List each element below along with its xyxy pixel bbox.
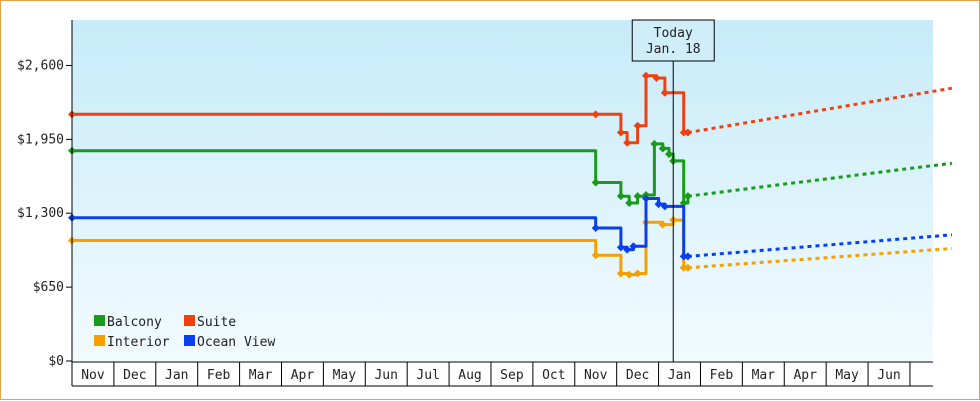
x-tick-label: Feb <box>710 368 734 383</box>
y-tick-label: $650 <box>33 280 64 295</box>
today-label: Today <box>654 26 693 41</box>
data-point <box>660 88 669 97</box>
legend-label: Suite <box>197 315 236 330</box>
x-tick-label: May <box>333 368 357 383</box>
x-tick-label: Oct <box>542 368 565 383</box>
data-point <box>591 178 600 187</box>
data-point <box>683 192 692 201</box>
data-point <box>633 121 642 130</box>
data-point <box>658 144 667 153</box>
data-point <box>591 251 600 260</box>
data-point <box>654 200 663 209</box>
data-point <box>683 252 692 261</box>
x-tick-label: Nov <box>584 368 608 383</box>
data-point <box>679 263 688 272</box>
data-point <box>660 202 669 211</box>
y-tick-label: $1,300 <box>17 206 64 221</box>
data-point <box>625 199 634 208</box>
data-point <box>679 128 688 137</box>
legend-swatch <box>94 335 105 346</box>
x-tick-label: May <box>835 368 859 383</box>
data-point <box>650 139 659 148</box>
x-tick-label: Apr <box>291 368 315 383</box>
data-point <box>616 128 625 137</box>
x-tick-label: Aug <box>458 368 481 383</box>
legend-label: Ocean View <box>197 335 275 350</box>
x-tick-label: Dec <box>626 368 649 383</box>
data-point <box>633 269 642 278</box>
y-tick-label: $1,950 <box>17 132 64 147</box>
legend-swatch <box>94 315 105 326</box>
data-point <box>683 128 692 137</box>
data-point <box>616 243 625 252</box>
y-tick-label: $0 <box>48 354 64 369</box>
data-point <box>623 138 632 147</box>
x-tick-label: Jul <box>416 368 439 383</box>
data-point <box>658 220 667 229</box>
data-point <box>633 192 642 201</box>
y-tick-label: $2,600 <box>17 58 64 73</box>
data-point <box>679 252 688 261</box>
data-point <box>629 242 638 251</box>
x-tick-label: Jan <box>668 368 691 383</box>
data-point <box>623 245 632 254</box>
x-tick-label: Nov <box>81 368 105 383</box>
x-tick-label: Jun <box>374 368 397 383</box>
x-tick-label: Sep <box>500 368 524 383</box>
data-point <box>642 194 650 203</box>
data-point <box>665 150 674 159</box>
x-tick-label: Jun <box>877 368 900 383</box>
today-date-label: Jan. 18 <box>646 42 701 57</box>
x-tick-label: Jan <box>165 368 188 383</box>
today-label-box <box>631 19 715 62</box>
plot-background <box>72 20 933 361</box>
x-tick-label: Mar <box>752 368 776 383</box>
data-point <box>591 224 600 233</box>
legend-swatch <box>184 315 195 326</box>
data-point <box>616 192 625 201</box>
data-point <box>652 73 661 82</box>
legend-label: Balcony <box>107 315 162 330</box>
data-point <box>642 71 650 80</box>
data-point <box>625 270 634 279</box>
legend-label: Interior <box>107 335 170 350</box>
x-tick-label: Apr <box>793 368 817 383</box>
x-tick-label: Feb <box>207 368 231 383</box>
data-point <box>616 269 625 278</box>
x-tick-label: Mar <box>249 368 273 383</box>
legend-swatch <box>184 335 195 346</box>
data-point <box>683 263 692 272</box>
series-line-suite <box>72 74 688 145</box>
x-tick-label: Dec <box>123 368 146 383</box>
data-point <box>591 110 600 119</box>
